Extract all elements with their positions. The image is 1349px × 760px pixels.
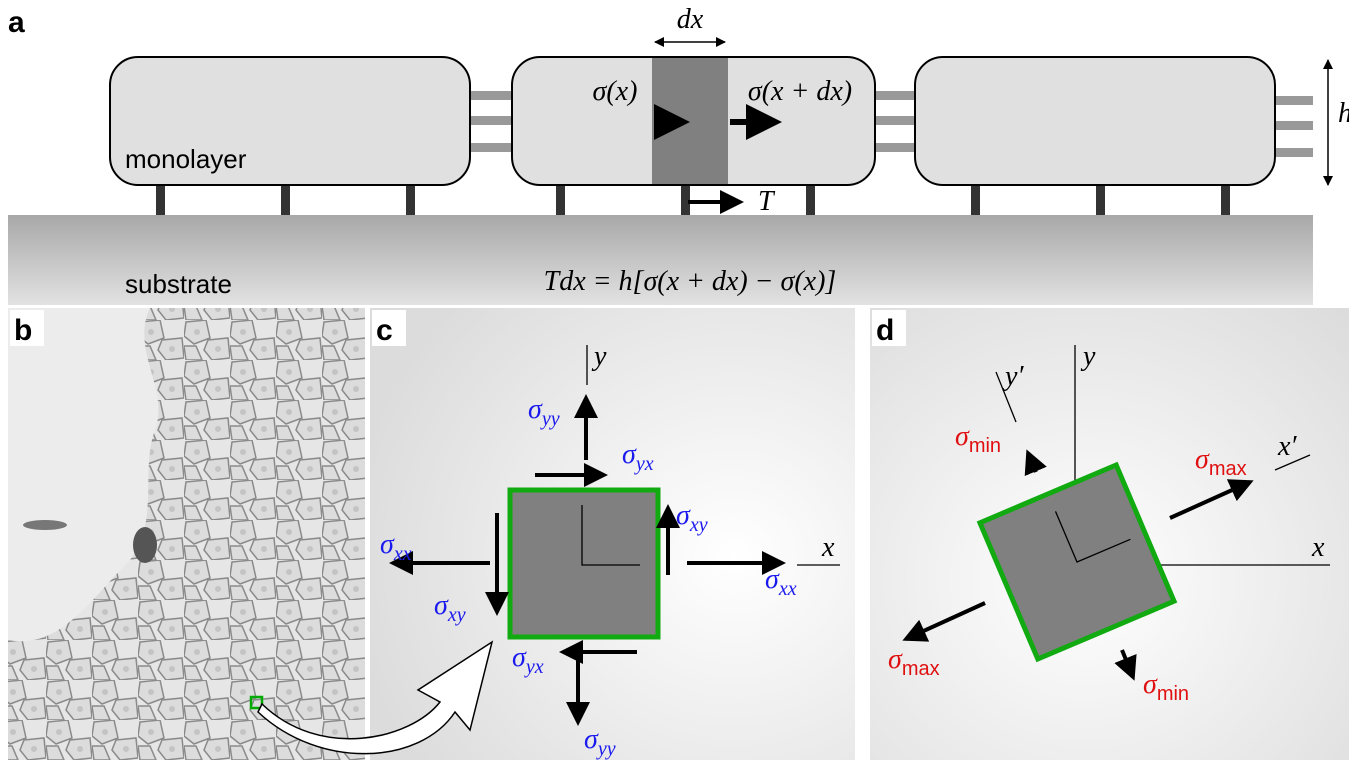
- cell: [23, 520, 67, 530]
- symbol: σ: [622, 439, 637, 470]
- monolayer-label: monolayer: [125, 144, 247, 174]
- symbol: σ: [888, 644, 903, 675]
- subscript: yx: [634, 453, 654, 475]
- substrate-label: substrate: [125, 269, 232, 299]
- sigma-label: σ(x + dx): [748, 76, 852, 107]
- axis-label: y: [591, 341, 607, 372]
- sigma-label: σ(x): [593, 76, 638, 107]
- subscript: min: [1157, 683, 1189, 705]
- panel-label: b: [14, 314, 32, 347]
- panel-label: a: [8, 6, 25, 39]
- axis-label: x: [1311, 532, 1325, 563]
- symbol: σ: [512, 642, 527, 673]
- panel-label: c: [376, 314, 393, 347]
- axis-label: y: [1080, 341, 1096, 372]
- cell: [133, 527, 157, 563]
- dx-label: dx: [677, 4, 704, 35]
- subscript: yy: [596, 738, 616, 760]
- symbol: σ: [955, 421, 970, 452]
- symbol: σ: [676, 500, 691, 531]
- element: [510, 490, 658, 637]
- subscript: xy: [689, 514, 708, 536]
- axis-label: x: [821, 532, 835, 563]
- subscript: min: [969, 435, 1001, 457]
- axis-label: x′: [1277, 431, 1297, 462]
- subscript: xx: [393, 543, 412, 565]
- symbol: σ: [528, 394, 543, 425]
- panel-label: d: [876, 314, 894, 347]
- subscript: xy: [447, 604, 466, 626]
- figure: a dx h σ(x) σ(x + dx) T monolayer substr…: [0, 0, 1349, 760]
- subscript: yx: [524, 656, 544, 678]
- symbol: σ: [1195, 444, 1210, 475]
- subscript: max: [1209, 458, 1247, 480]
- subscript: yy: [540, 408, 560, 430]
- symbol: σ: [765, 564, 780, 595]
- symbol: σ: [434, 590, 449, 621]
- subscript: max: [902, 658, 940, 680]
- symbol: σ: [380, 529, 395, 560]
- symbol: σ: [584, 724, 599, 755]
- equation: Tdx = h[σ(x + dx) − σ(x)]: [544, 266, 837, 297]
- axis-label: y′: [1002, 361, 1024, 392]
- symbol: σ: [1143, 669, 1158, 700]
- h-label: h: [1338, 98, 1349, 129]
- subscript: xx: [778, 578, 797, 600]
- traction-label: T: [758, 186, 776, 217]
